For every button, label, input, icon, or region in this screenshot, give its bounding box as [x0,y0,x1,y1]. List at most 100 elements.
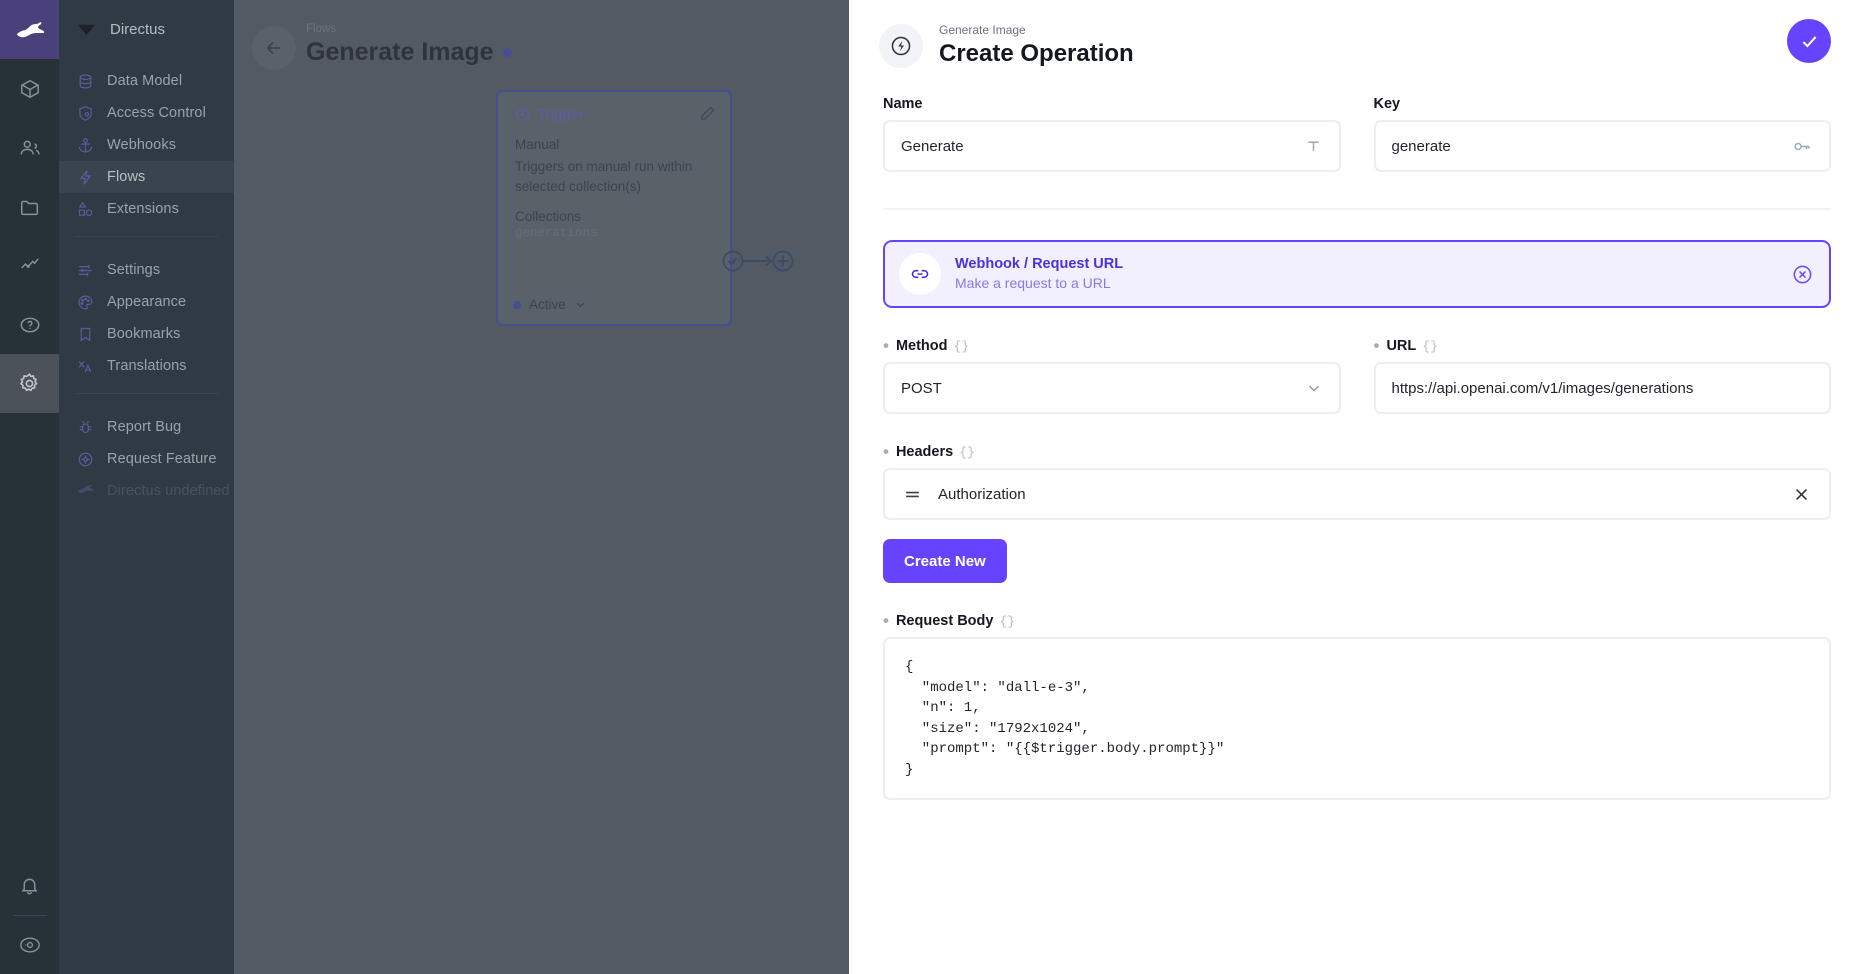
selected-operation-card[interactable]: Webhook / Request URL Make a request to … [883,240,1831,308]
plus-circle-icon [772,250,794,272]
check-icon [1802,35,1816,48]
method-label: Method [895,338,948,354]
sidebar-item-report-bug[interactable]: Report Bug [59,411,234,443]
sidebar-item-label: Flows [107,169,146,185]
key-label: Key [1373,96,1401,112]
name-input[interactable]: Generate [883,120,1341,172]
rail-item-docs-module[interactable] [0,295,59,354]
chevron-down-icon [1305,379,1323,397]
rail-item-notifications[interactable] [0,856,59,915]
rail-item-insights-module[interactable] [0,236,59,295]
sidebar-item-extensions[interactable]: Extensions [59,193,234,225]
url-input[interactable]: https://api.openai.com/v1/images/generat… [1373,362,1831,414]
sidebar-item-webhooks[interactable]: Webhooks [59,129,234,161]
clear-circle-icon [1793,265,1812,283]
request-body-brace-icon[interactable]: {} [999,613,1016,629]
translate-icon [77,358,94,375]
url-brace-icon[interactable]: {} [1422,338,1438,354]
rail-item-user-account[interactable] [0,916,59,974]
bookmark-icon [77,326,94,343]
sidebar-item-settings[interactable]: Settings [59,254,234,286]
drawer-body: Name Generate Key generate [849,70,1865,840]
flow-header: Flows Generate Image [234,0,1865,70]
module-rail [0,0,59,974]
save-operation-button[interactable] [1787,19,1831,63]
trigger-collections-label: Collections [515,209,582,224]
database-icon [77,73,94,90]
flow-title-row: Generate Image [306,36,512,68]
sidebar-item-flows[interactable]: Flows [59,161,234,193]
box-icon [20,79,39,98]
url-input-value: https://api.openai.com/v1/images/generat… [1391,379,1694,397]
flow-status-dot [502,47,512,57]
rabbit-icon [16,21,44,37]
sidebar-item-label: Bookmarks [107,326,181,342]
directus-logo[interactable] [0,0,59,59]
trigger-status-badge[interactable]: Active [513,297,587,312]
back-button[interactable] [252,26,296,70]
header-row-label: Authorization [938,485,1026,503]
key-input[interactable]: generate [1373,120,1831,172]
rail-item-files-module[interactable] [0,177,59,236]
sparkle-icon [77,451,94,468]
drawer-header: Generate Image Create Operation [849,0,1865,70]
name-input-value: Generate [901,137,964,155]
headers-label: Headers [895,444,954,460]
rail-item-settings-module[interactable] [0,354,59,413]
headers-section: • Headers {} Authorization Create New [883,443,1831,583]
drag-handle-icon[interactable] [903,485,922,504]
bell-icon [21,878,38,895]
headers-brace-icon[interactable]: {} [959,444,975,460]
sidebar-item-data-model[interactable]: Data Model [59,65,234,97]
sliders-icon [77,262,94,279]
status-dot-icon [513,300,521,309]
sidebar-item-label: Access Control [107,105,206,121]
sidebar-item-request-feature[interactable]: Request Feature [59,443,234,475]
sidebar-divider [75,393,218,394]
shapes-icon [77,201,94,218]
sidebar-item-appearance[interactable]: Appearance [59,286,234,318]
flow-breadcrumb[interactable]: Flows [306,23,337,35]
clear-operation-button[interactable] [1792,264,1813,285]
rabbit-icon [77,483,94,500]
sidebar-title-row: Directus [59,0,234,59]
name-key-row: Name Generate Key generate [883,96,1831,172]
remove-header-button[interactable] [1792,485,1811,504]
sidebar-item-label: Settings [107,262,161,278]
trigger-type: Manual [515,137,560,152]
request-body-label: Request Body [895,613,994,629]
sidebar-item-label: Webhooks [107,137,177,153]
rail-item-users-module[interactable] [0,118,59,177]
method-select[interactable]: POST [883,362,1341,414]
sidebar-item-access-control[interactable]: Access Control [59,97,234,129]
settings-sidebar: Directus Data Model Access Control Webho… [59,0,234,974]
rail-item-content-module[interactable] [0,59,59,118]
text-format-icon[interactable] [1304,137,1323,156]
operation-bolt-icon [879,24,923,68]
url-label-row: • URL {} [1373,336,1438,355]
method-field-group: • Method {} POST [883,336,1341,414]
method-brace-icon[interactable]: {} [953,338,970,354]
request-body-editor[interactable]: { "model": "dall-e-3", "n": 1, "size": "… [883,637,1831,800]
rail-divider [12,915,47,916]
request-body-section: • Request Body {} { "model": "dall-e-3",… [883,612,1831,800]
check-circle-icon [722,250,744,272]
sidebar-item-bookmarks[interactable]: Bookmarks [59,318,234,350]
method-label-row: • Method {} [883,336,970,355]
sidebar-item-label: Appearance [107,294,187,310]
create-new-header-button[interactable]: Create New [883,539,1007,583]
link-icon [899,253,941,295]
header-row[interactable]: Authorization [883,468,1831,520]
close-icon [1796,488,1807,500]
trigger-node[interactable]: Trigger Manual Triggers on manual run wi… [496,90,732,326]
people-icon [20,140,40,154]
method-url-row: • Method {} POST • URL {} [883,336,1831,414]
sidebar-item-translations[interactable]: Translations [59,350,234,382]
arrow-left-icon [266,41,281,55]
operation-subtitle: Make a request to a URL [955,275,1111,291]
sidebar-divider [75,236,218,237]
sidebar-item-label: Request Feature [107,451,217,467]
flow-connector [721,248,796,279]
edit-trigger-button[interactable] [699,105,716,127]
